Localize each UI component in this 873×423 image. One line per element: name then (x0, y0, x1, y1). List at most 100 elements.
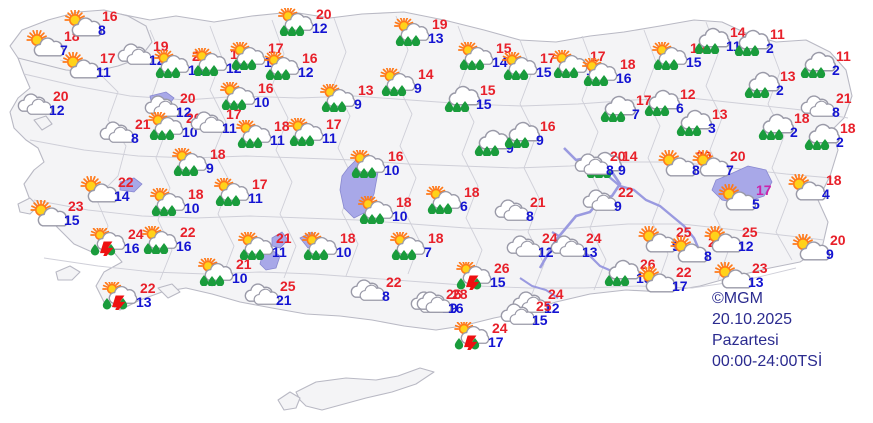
max-temperature: 24 (542, 230, 558, 246)
min-temperature: 15 (64, 212, 80, 228)
sunny-cloudy-rain-icon (146, 109, 186, 142)
max-temperature: 18 (464, 184, 480, 200)
max-temperature: 17 (252, 176, 268, 192)
max-temperature: 16 (102, 8, 118, 24)
river-small-ne (519, 277, 559, 299)
min-temperature: 4 (822, 186, 830, 202)
cloudy-rain-icon (730, 28, 771, 58)
max-temperature: 21 (530, 194, 546, 210)
min-temperature: 11 (222, 120, 237, 136)
min-temperature: 7 (424, 244, 432, 260)
sunny-cloudy-rain-icon (300, 229, 340, 262)
max-temperature: 28 (452, 286, 468, 302)
max-temperature: 20 (610, 148, 626, 164)
cloudy-icon (570, 150, 610, 178)
min-temperature: 9 (206, 160, 214, 176)
max-temperature: 23 (752, 260, 768, 276)
min-temperature: 8 (692, 162, 700, 178)
max-temperature: 18 (428, 230, 444, 246)
max-temperature: 18 (396, 194, 412, 210)
max-temperature: 18 (274, 118, 290, 134)
min-temperature: 9 (618, 162, 626, 178)
cloudy-rain-icon (500, 120, 541, 150)
min-temperature: 9 (414, 80, 422, 96)
cloudy-icon (346, 276, 386, 304)
min-temperature: 7 (60, 42, 68, 58)
min-temperature: 15 (532, 312, 548, 328)
cloudy-icon (490, 196, 530, 224)
min-temperature: 10 (254, 94, 270, 110)
sunny-cloudy-rain-icon (650, 39, 690, 72)
max-temperature: 21 (236, 256, 252, 272)
max-temperature: 15 (480, 82, 496, 98)
sunny-cloudy-rain-icon (378, 65, 418, 98)
max-temperature: 16 (258, 80, 274, 96)
sunny-cloudy-rain-icon (190, 45, 230, 78)
cloudy-icon (13, 90, 53, 118)
sunny-cloudy-icon (28, 199, 69, 228)
max-temperature: 24 (492, 320, 508, 336)
cloudy-icon (113, 40, 153, 68)
cloudy-rain-icon (800, 122, 841, 152)
min-temperature: 14 (114, 188, 130, 204)
max-temperature: 19 (432, 16, 448, 32)
sunny-cloudy-icon (702, 225, 743, 254)
min-temperature: 3 (708, 120, 716, 136)
min-temperature: 9 (354, 96, 362, 112)
sunny-cloudy-rain-icon (236, 229, 276, 262)
min-temperature: 15 (686, 54, 702, 70)
max-temperature: 11 (836, 48, 851, 64)
max-temperature: 22 (118, 174, 134, 190)
max-temperature: 13 (780, 68, 796, 84)
cloudy-icon (412, 288, 452, 316)
thunderstorm-icon (88, 225, 128, 262)
max-temperature: 16 (302, 50, 318, 66)
cloudy-icon (796, 92, 836, 120)
min-temperature: 11 (248, 190, 263, 206)
min-temperature: 2 (766, 40, 774, 56)
min-temperature: 6 (676, 100, 684, 116)
cloudy-icon (546, 232, 586, 260)
max-temperature: 20 (180, 90, 196, 106)
sunny-cloudy-rain-icon (456, 39, 496, 72)
max-temperature: 23 (68, 198, 84, 214)
max-temperature: 13 (358, 82, 374, 98)
sunny-cloudy-rain-icon (170, 145, 210, 178)
min-temperature: 2 (836, 134, 844, 150)
cloudy-rain-icon (690, 26, 731, 56)
cloudy-rain-icon (672, 108, 713, 138)
max-temperature: 17 (268, 40, 284, 56)
max-temperature: 17 (100, 50, 116, 66)
min-temperature: 10 (392, 208, 408, 224)
cyprus (295, 367, 435, 411)
max-temperature: 22 (618, 184, 634, 200)
sunny-cloudy-rain-icon (234, 117, 274, 150)
sunny-cloudy-icon (636, 225, 677, 254)
sunny-cloudy-icon (62, 9, 103, 38)
min-temperature: 12 (738, 238, 754, 254)
max-temperature: 18 (188, 186, 204, 202)
min-temperature: 12 (538, 244, 554, 260)
min-temperature: 2 (790, 124, 798, 140)
cloudy-icon (508, 288, 548, 316)
min-temperature: 11 (322, 130, 337, 146)
cloudy-icon (496, 300, 536, 328)
sunny-cloudy-icon (78, 175, 119, 204)
max-temperature: 22 (676, 264, 692, 280)
min-temperature: 11 (96, 64, 111, 80)
sunny-cloudy-icon (716, 183, 757, 212)
max-temperature: 17 (226, 106, 242, 122)
sunny-cloudy-icon (60, 51, 101, 80)
sunny-cloudy-rain-icon (140, 223, 180, 256)
min-temperature: 8 (382, 288, 390, 304)
cloudy-rain-icon (640, 88, 681, 118)
sunny-cloudy-icon (668, 235, 709, 264)
max-temperature: 20 (730, 148, 746, 164)
sunny-cloudy-icon (656, 149, 697, 178)
river-dicle (607, 175, 702, 253)
max-temperature: 18 (620, 56, 636, 72)
sunny-cloudy-rain-icon (392, 15, 432, 48)
max-temperature: 18 (826, 172, 842, 188)
